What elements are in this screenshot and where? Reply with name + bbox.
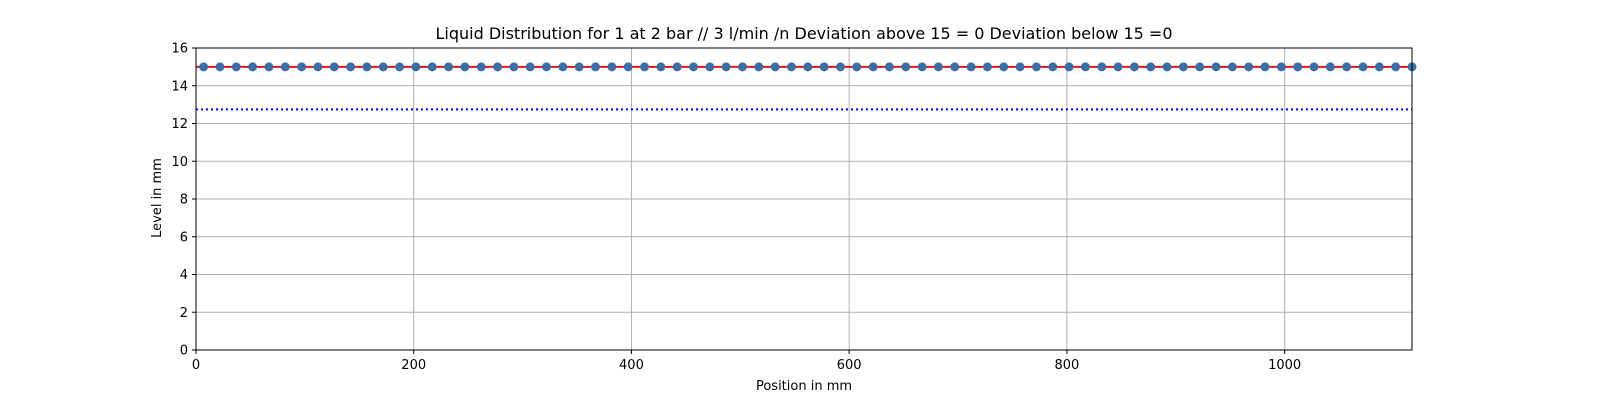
y-tick-label: 2 [180,306,188,321]
x-tick-label: 800 [1054,358,1079,373]
data-point [444,62,454,72]
data-point [1325,62,1335,72]
data-point [231,62,241,72]
data-point [737,62,747,72]
data-point [950,62,960,72]
y-tick-label: 16 [171,42,188,57]
data-point [346,62,356,72]
data-point [917,62,927,72]
data-point [313,62,323,72]
data-point [770,62,780,72]
data-point [999,62,1009,72]
data-point [493,62,503,72]
data-point [966,62,976,72]
y-tick-label: 4 [180,268,188,283]
x-tick-label: 600 [837,358,862,373]
y-axis-label: Level in mm [150,158,165,238]
data-point [574,62,584,72]
data-point [525,62,535,72]
y-tick-label: 0 [180,344,188,359]
data-point [1097,62,1107,72]
data-point [933,62,943,72]
x-tick-label: 1000 [1268,358,1301,373]
grid [195,47,1412,351]
data-point [1178,62,1188,72]
data-point [1031,62,1041,72]
data-point [1227,62,1237,72]
data-point [672,62,682,72]
data-point [982,62,992,72]
data-point [215,62,225,72]
data-point [1391,62,1401,72]
data-point [1162,62,1172,72]
data-point [640,62,650,72]
data-point [509,62,519,72]
x-axis-label: Position in mm [756,379,852,394]
data-point [1342,62,1352,72]
data-point [1064,62,1074,72]
data-point [378,62,388,72]
data-point [427,62,437,72]
y-axis-ticks: 0 2 4 6 8 10 12 14 16 [171,42,196,359]
data-point [1358,62,1368,72]
data-point [1244,62,1254,72]
data-point [786,62,796,72]
chart-title: Liquid Distribution for 1 at 2 bar // 3 … [435,24,1172,43]
data-point [884,62,894,72]
data-point [280,62,290,72]
x-tick-label: 400 [619,358,644,373]
data-point [1276,62,1286,72]
x-axis-ticks: 0 200 400 600 800 1000 [192,350,1301,373]
data-point [721,62,731,72]
data-point [199,62,209,72]
data-point [901,62,911,72]
data-point [835,62,845,72]
data-point [297,62,307,72]
data-point [411,62,421,72]
y-tick-label: 10 [171,155,188,170]
data-point [705,62,715,72]
data-point [395,62,405,72]
y-tick-label: 6 [180,230,188,245]
x-tick-label: 200 [401,358,426,373]
data-point [1260,62,1270,72]
reference-lines [196,65,1412,111]
data-point [1293,62,1303,72]
data-point [623,62,633,72]
data-point [476,62,486,72]
data-point [460,62,470,72]
data-point [362,62,372,72]
data-point [1080,62,1090,72]
data-point [248,62,258,72]
y-tick-label: 14 [171,79,188,94]
data-points [199,62,1417,72]
data-point [1048,62,1058,72]
data-point [852,62,862,72]
data-point [558,62,568,72]
data-point [1113,62,1123,72]
data-point [1129,62,1139,72]
data-point [803,62,813,72]
data-point [754,62,764,72]
data-point [868,62,878,72]
data-point [607,62,617,72]
data-point [1211,62,1221,72]
data-point [689,62,699,72]
data-point [1146,62,1156,72]
x-tick-label: 0 [192,358,200,373]
data-point [656,62,666,72]
data-point [591,62,601,72]
data-point [542,62,552,72]
data-point [1015,62,1025,72]
data-point [1195,62,1205,72]
y-tick-label: 8 [180,193,188,208]
data-point [819,62,829,72]
data-point [1374,62,1384,72]
y-tick-label: 12 [171,117,188,132]
data-point [1309,62,1319,72]
data-point [329,62,339,72]
data-point [264,62,274,72]
